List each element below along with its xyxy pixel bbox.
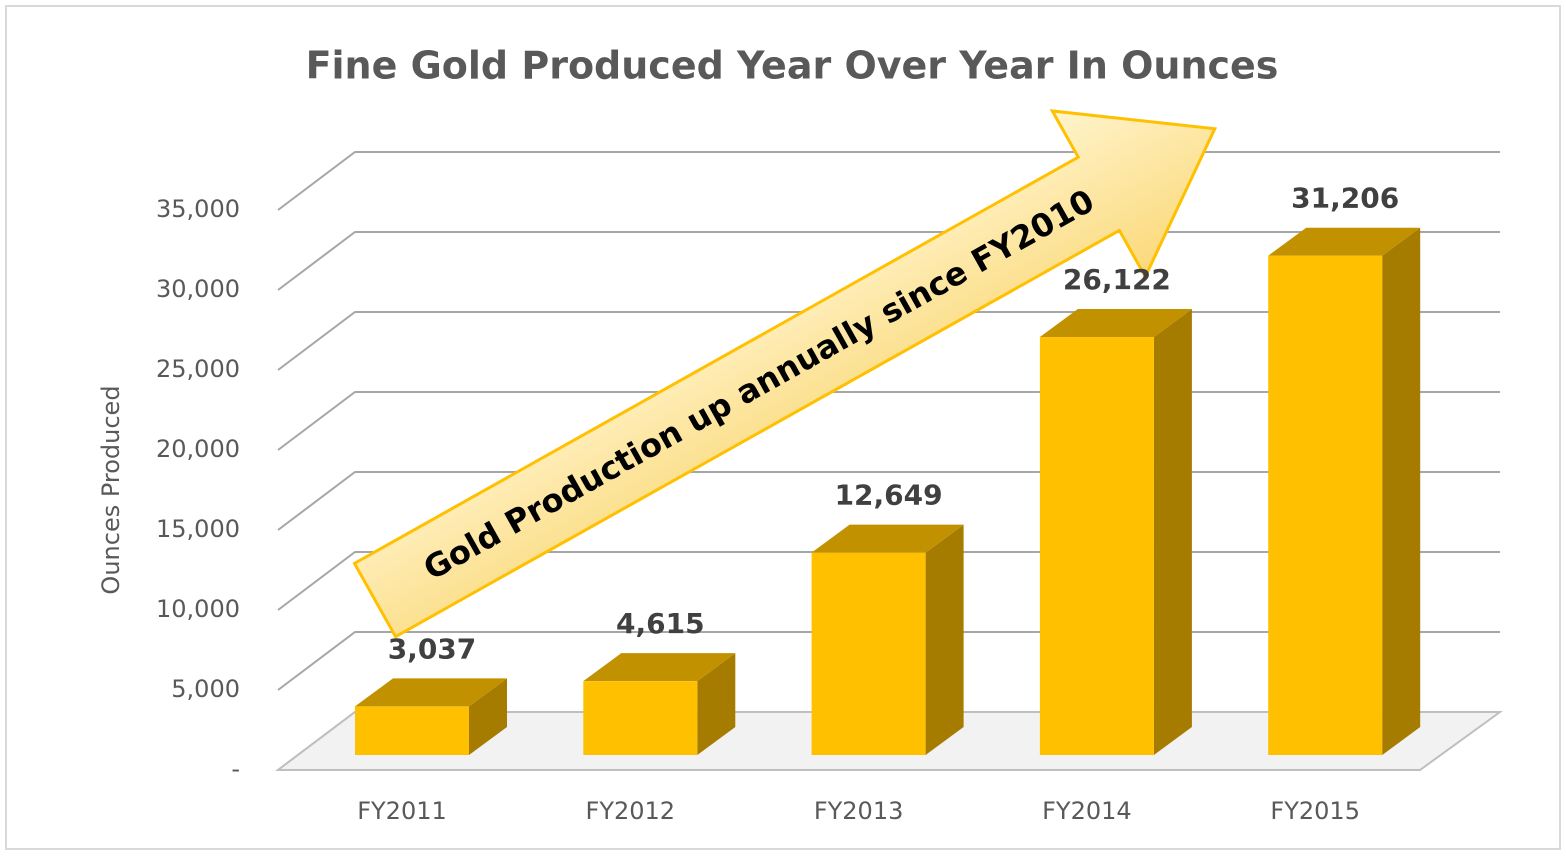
x-tick-label: FY2012 xyxy=(586,797,676,825)
bar-side xyxy=(469,678,507,755)
y-tick-label: 20,000 xyxy=(156,435,240,463)
bar-top xyxy=(1268,227,1421,256)
bar xyxy=(811,524,964,755)
bar xyxy=(1039,309,1192,755)
bar-front xyxy=(1039,337,1154,755)
y-tick-label: 35,000 xyxy=(156,195,240,223)
bar-top xyxy=(811,524,964,553)
bar-side xyxy=(925,524,964,755)
bar-top xyxy=(1039,309,1192,338)
bar-front xyxy=(355,706,469,755)
y-axis-label: Ounces Produced xyxy=(97,385,125,594)
chart-title: Fine Gold Produced Year Over Year In Oun… xyxy=(306,44,1279,88)
x-tick-label: FY2013 xyxy=(814,797,904,825)
value-label: 12,649 xyxy=(835,479,943,512)
bars xyxy=(355,227,1421,756)
value-label: 3,037 xyxy=(388,632,477,665)
bar-side xyxy=(1382,227,1421,756)
y-tick-label: - xyxy=(231,755,240,783)
y-tick-label: 30,000 xyxy=(156,275,240,303)
x-tick-label: FY2014 xyxy=(1042,797,1132,825)
x-tick-label: FY2015 xyxy=(1270,797,1360,825)
bar-top xyxy=(355,678,507,707)
bar-front xyxy=(811,552,926,755)
bar-front xyxy=(1268,255,1383,756)
arrow-shape xyxy=(352,109,1218,639)
value-label: 31,206 xyxy=(1291,182,1399,215)
value-label: 26,122 xyxy=(1063,263,1171,296)
y-tick-label: 10,000 xyxy=(156,595,240,623)
bar xyxy=(583,653,736,755)
y-tick-label: 15,000 xyxy=(156,515,240,543)
bar-top xyxy=(583,653,736,682)
bar-front xyxy=(583,681,698,755)
bar-side xyxy=(697,653,736,755)
y-tick-label: 5,000 xyxy=(171,675,240,703)
bar xyxy=(1268,227,1421,756)
value-label: 4,615 xyxy=(616,607,705,640)
y-tick-label: 25,000 xyxy=(156,355,240,383)
bar xyxy=(355,678,507,755)
x-tick-label: FY2011 xyxy=(357,797,447,825)
bar-side xyxy=(1153,309,1192,755)
